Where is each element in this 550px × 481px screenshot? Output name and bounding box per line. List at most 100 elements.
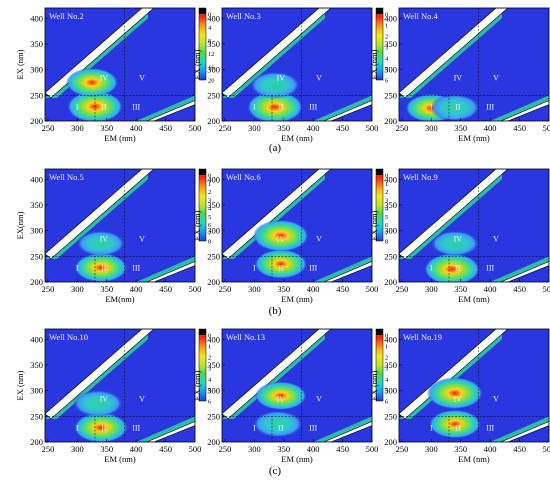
plot-frame: [221, 168, 373, 283]
x-tick-label: 500: [543, 284, 550, 294]
scatter-band-first-order: [399, 169, 509, 260]
x-tick-label: 350: [277, 284, 290, 294]
colorbar-tick-label: 0: [208, 173, 211, 180]
fluorescence-peak: [429, 94, 480, 121]
region-label: IV: [100, 234, 109, 243]
colorbar-cap: [199, 329, 206, 335]
y-tick-label: 200: [207, 277, 220, 287]
x-tick-label: 500: [543, 444, 550, 454]
x-tick-label: 450: [336, 123, 349, 133]
region-label: IV: [454, 234, 463, 243]
region-label: IV: [277, 394, 286, 403]
x-tick-label: 350: [277, 123, 290, 133]
y-tick-label: 350: [207, 200, 220, 210]
colorbar-tick-label: 1: [208, 181, 211, 188]
x-tick-label: 350: [454, 284, 467, 294]
scatter-band-second-order: [490, 256, 549, 282]
colorbar-tick-label: 3: [208, 197, 211, 204]
colorbar-tick-label: 0: [385, 12, 388, 19]
region-label: III: [132, 424, 140, 433]
scatter-band-first-order: [399, 329, 509, 420]
colorbar-tick-label: 1: [385, 344, 388, 351]
colorbar-cap: [376, 329, 383, 335]
x-tick-label: 250: [219, 444, 232, 454]
fluorescence-peak: [74, 252, 128, 282]
colorbar-tick-label: 4: [385, 206, 389, 213]
y-tick-label: 300: [30, 386, 43, 396]
region-label: V: [316, 394, 322, 403]
colorbar-tick-label: 8: [385, 239, 388, 246]
scatter-halo: [136, 256, 195, 282]
region-label: IV: [277, 73, 286, 82]
y-tick-label: 300: [207, 226, 220, 236]
colorbar-tick-label: 6: [385, 78, 389, 85]
panel-title: Well No.3: [226, 11, 261, 21]
colorbar-tick-label: 0: [385, 173, 388, 180]
x-tick-label: 450: [336, 444, 349, 454]
region-label: I: [76, 424, 79, 433]
y-tick-label: 200: [30, 116, 43, 126]
x-axis-label: EM (nm): [281, 454, 313, 464]
region-label: II: [455, 103, 461, 112]
x-tick-label: 450: [159, 284, 172, 294]
scatter-band-second-order: [136, 416, 195, 442]
y-tick-label: 300: [207, 65, 220, 75]
fluorescence-peak: [252, 410, 303, 438]
x-tick-label: 300: [71, 284, 84, 294]
scatter-band-second-order: [136, 95, 195, 121]
x-tick-label: 300: [71, 444, 84, 454]
row-label: (b): [269, 305, 282, 317]
plot-frame: [44, 7, 196, 122]
x-tick-label: 300: [248, 444, 261, 454]
y-tick-label: 200: [207, 116, 220, 126]
fluorescence-peak: [254, 381, 307, 411]
y-axis-label: EX (nm): [192, 370, 202, 400]
colorbar-tick-label: 6: [208, 222, 212, 229]
x-tick-label: 300: [425, 444, 438, 454]
x-tick-label: 450: [159, 444, 172, 454]
fluorescence-peak: [252, 219, 309, 252]
colorbar-tick-label: 7: [385, 230, 389, 237]
y-tick-label: 350: [30, 360, 43, 370]
fluorescence-peak: [65, 67, 119, 97]
scatter-halo: [136, 95, 195, 121]
y-tick-label: 250: [384, 411, 397, 421]
fluorescence-peak: [426, 377, 483, 410]
scatter-band: [222, 329, 332, 420]
scatter-halo: [313, 416, 372, 442]
x-axis-label: EM (nm): [458, 454, 490, 464]
panel-title: Well No.4: [403, 11, 438, 21]
plot-frame: [221, 328, 373, 443]
y-axis-label: EX (nm): [15, 370, 25, 400]
x-axis-label: EM (nm): [281, 294, 313, 304]
y-tick-label: 350: [30, 200, 43, 210]
x-tick-label: 450: [513, 284, 526, 294]
panel-title: Well No.9: [403, 172, 438, 182]
y-tick-label: 400: [207, 174, 220, 184]
colorbar-tick-label: 5: [208, 214, 211, 221]
colorbar-tick-label: 2: [385, 189, 388, 196]
y-axis-label: EX (nm): [192, 210, 202, 240]
region-label: V: [139, 73, 145, 82]
colorbar-tick-label: 6: [385, 399, 389, 406]
y-tick-label: 250: [207, 90, 220, 100]
scatter-band-first-order: [222, 8, 332, 99]
x-tick-label: 500: [366, 444, 379, 454]
fluorescence-peak: [430, 230, 480, 257]
x-tick-label: 500: [366, 123, 379, 133]
fluorescence-peak: [428, 409, 481, 439]
scatter-band-second-order: [136, 256, 195, 282]
colorbar-tick-label: 2: [208, 355, 211, 362]
colorbar-tick-label: 4: [385, 56, 389, 63]
colorbar-tick-label: 3: [385, 197, 388, 204]
plot-frame: [44, 168, 196, 283]
scatter-band: [222, 8, 332, 99]
scatter-halo: [136, 416, 195, 442]
region-label: II: [278, 103, 284, 112]
plot-frame: [221, 7, 373, 122]
y-tick-label: 200: [384, 437, 397, 447]
y-tick-label: 200: [207, 437, 220, 447]
